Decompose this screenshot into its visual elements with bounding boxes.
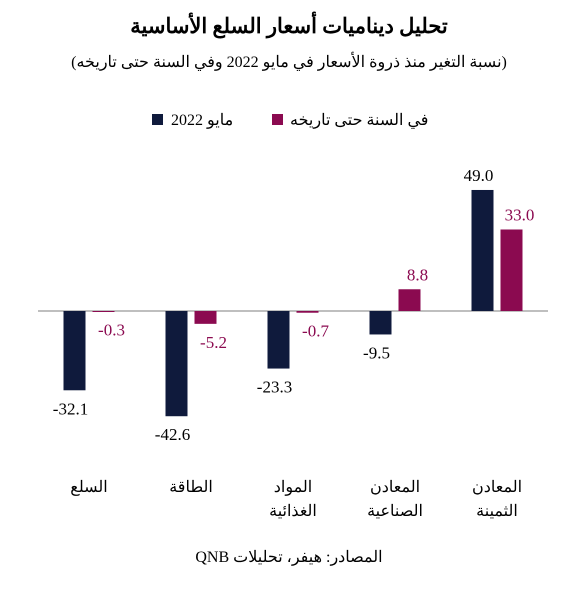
bar-0-1 xyxy=(165,311,188,417)
bar-0-0 xyxy=(63,311,86,391)
bar-0-2 xyxy=(267,311,290,369)
category-label-0: السلع xyxy=(70,479,107,496)
legend-label-1: في السنة حتى تاريخه xyxy=(290,112,428,129)
category-label-3-line-1: الصناعية xyxy=(367,503,423,520)
category-label-4-line-0: المعادن xyxy=(472,479,522,496)
value-label-0-0: -32.1 xyxy=(53,399,88,418)
value-label-1-0: -0.3 xyxy=(98,321,125,340)
bar-1-3 xyxy=(398,289,421,311)
category-label-3-line-0: المعادن xyxy=(370,479,420,496)
legend-label-0: مايو 2022 xyxy=(171,112,233,129)
value-label-1-1: -5.2 xyxy=(200,333,227,352)
bar-1-2 xyxy=(296,311,319,313)
bar-1-1 xyxy=(194,311,217,324)
bar-1-4 xyxy=(500,229,523,311)
value-label-0-1: -42.6 xyxy=(155,425,190,444)
value-label-1-4: 33.0 xyxy=(505,205,535,224)
chart-title: تحليل ديناميات أسعار السلع الأساسية xyxy=(130,14,448,38)
value-label-0-3: -9.5 xyxy=(363,343,390,362)
bar-1-0 xyxy=(92,311,115,312)
source-note: المصادر: هيفر، تحليلات QNB xyxy=(195,549,383,566)
category-label-1: الطاقة xyxy=(169,479,213,496)
legend-swatch-0 xyxy=(152,114,163,125)
value-label-1-3: 8.8 xyxy=(407,265,428,284)
bar-0-4 xyxy=(471,189,494,311)
category-label-4-line-1: الثمينة xyxy=(476,503,518,520)
legend-swatch-1 xyxy=(272,114,283,125)
chart-subtitle: (نسبة التغير منذ ذروة الأسعار في مايو 20… xyxy=(71,54,507,71)
value-label-0-2: -23.3 xyxy=(257,378,292,397)
value-label-1-2: -0.7 xyxy=(302,322,329,341)
category-label-2-line-1: الغذائية xyxy=(269,503,317,520)
bar-0-3 xyxy=(369,311,392,335)
value-label-0-4: 49.0 xyxy=(464,166,494,185)
category-label-2-line-0: المواد xyxy=(274,479,312,496)
